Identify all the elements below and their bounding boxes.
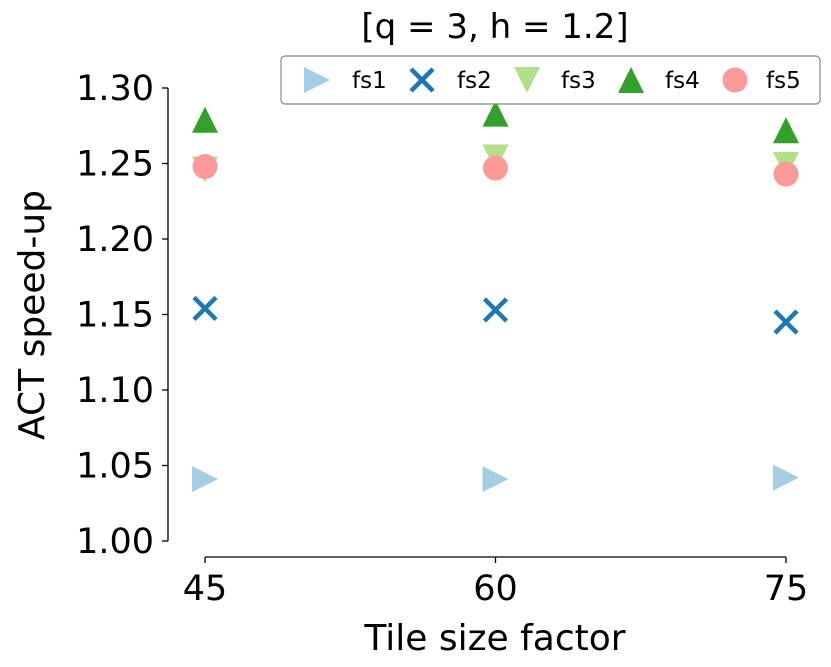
- legend-item-fs2: fs2: [409, 67, 492, 94]
- data-point: [482, 466, 509, 493]
- data-points: [192, 100, 799, 493]
- data-point: [192, 466, 218, 493]
- x-axis-label: Tile size factor: [363, 618, 625, 659]
- legend-marker: [514, 67, 540, 93]
- y-tick-label: 1.20: [76, 220, 154, 260]
- data-point: [773, 117, 799, 144]
- legend-frame: [280, 55, 821, 105]
- legend-marker: [618, 67, 644, 93]
- legend: fs1 fs2 fs3 fs4 fs5: [280, 55, 821, 105]
- data-point: [483, 155, 508, 181]
- x-axis-ticks: 45 60 75: [183, 557, 809, 609]
- data-point: [773, 309, 799, 335]
- series-fs5: [192, 154, 799, 187]
- series-fs4: [192, 100, 799, 144]
- y-tick-label: 1.10: [76, 371, 154, 411]
- y-axis-label: ACT speed-up: [12, 190, 53, 440]
- y-tick-label: 1.25: [76, 145, 154, 185]
- y-axis-ticks: 1.00 1.05 1.10 1.15 1.20 1.25 1.30: [76, 69, 168, 562]
- data-point: [482, 297, 509, 323]
- legend-item-fs5: fs5: [722, 67, 801, 94]
- legend-label: fs5: [766, 68, 801, 94]
- legend-marker: [409, 67, 435, 93]
- legend-item-fs1: fs1: [304, 67, 387, 94]
- series-fs1: [192, 464, 799, 493]
- y-tick-label: 1.05: [76, 447, 154, 487]
- y-tick-label: 1.00: [76, 522, 154, 562]
- data-point: [192, 106, 218, 133]
- chart-title: [q = 3, h = 1.2]: [361, 7, 628, 47]
- data-point: [482, 100, 509, 127]
- legend-label: fs3: [561, 68, 596, 94]
- data-point: [773, 161, 799, 187]
- legend-label: fs2: [457, 68, 492, 94]
- series-fs2: [192, 295, 799, 335]
- legend-label: fs1: [352, 68, 387, 94]
- x-tick-label: 75: [764, 569, 809, 609]
- x-tick-label: 45: [183, 569, 228, 609]
- x-tick-label: 60: [473, 569, 518, 609]
- y-tick-label: 1.30: [76, 69, 154, 109]
- legend-marker: [304, 67, 330, 93]
- data-point: [192, 154, 218, 180]
- legend-marker: [722, 67, 748, 93]
- legend-items: fs1 fs2 fs3 fs4 fs5: [304, 67, 801, 94]
- legend-label: fs4: [665, 68, 700, 94]
- data-point: [192, 295, 218, 322]
- legend-item-fs3: fs3: [514, 67, 596, 94]
- data-point: [773, 464, 799, 491]
- y-tick-label: 1.15: [76, 296, 154, 336]
- legend-item-fs4: fs4: [618, 67, 700, 94]
